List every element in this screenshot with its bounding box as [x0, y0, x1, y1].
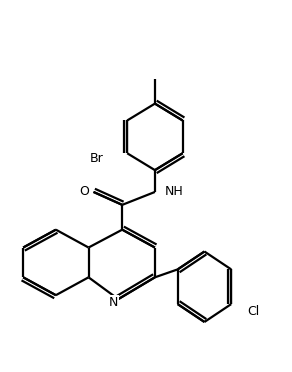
Text: O: O [80, 186, 90, 198]
Text: NH: NH [165, 186, 184, 198]
Text: N: N [109, 296, 118, 309]
Text: Br: Br [90, 152, 103, 165]
Text: Cl: Cl [247, 305, 259, 318]
